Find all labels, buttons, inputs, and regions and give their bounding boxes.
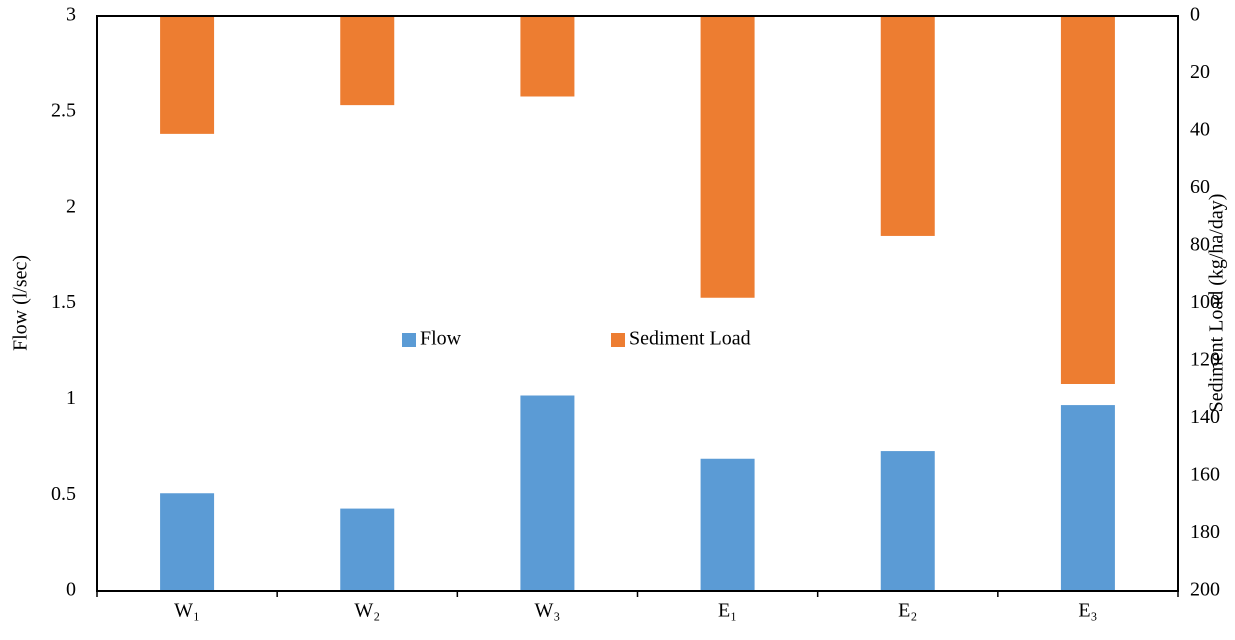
bar: [160, 493, 215, 591]
y-tick-label: 2.5: [51, 99, 76, 121]
bar: [700, 458, 755, 591]
y2-tick-label: 80: [1190, 234, 1210, 256]
x-tick-label: E₂: [898, 600, 917, 622]
y-tick-label: 3: [66, 4, 76, 26]
bar: [1060, 405, 1115, 591]
plot-frame: [96, 15, 1179, 592]
y2-tick-label: 180: [1190, 521, 1220, 543]
bar: [700, 16, 755, 298]
y2-tick-label: 120: [1190, 349, 1220, 371]
x-tick-label: W₁: [174, 600, 200, 622]
legend-swatch: [402, 333, 416, 347]
bar: [520, 395, 575, 591]
y-tick-label: 1: [66, 387, 76, 409]
legend-label: Flow: [420, 328, 462, 350]
y2-tick-label: 140: [1190, 406, 1220, 428]
x-tick-label: W₃: [534, 600, 560, 622]
legend-label: Sediment Load: [629, 328, 751, 350]
bar: [520, 16, 575, 97]
y-tick-label: 2: [66, 195, 76, 217]
y2-tick-label: 200: [1190, 579, 1220, 601]
y2-tick-label: 160: [1190, 464, 1220, 486]
y-axis-title: Flow (l/sec): [10, 255, 32, 351]
bar: [160, 16, 215, 134]
y2-tick-label: 60: [1190, 176, 1210, 198]
y2-axis-title: Sediment Load (kg/ha/day): [1206, 194, 1228, 413]
bar: [880, 451, 935, 591]
y2-tick-label: 0: [1190, 4, 1200, 26]
legend-swatch: [611, 333, 625, 347]
y2-tick-label: 40: [1190, 119, 1210, 141]
bar: [340, 16, 395, 106]
y2-tick-label: 20: [1190, 61, 1210, 83]
x-tick-label: E₁: [718, 600, 737, 622]
x-tick-label: E₃: [1078, 600, 1097, 622]
y-tick-label: 0.5: [51, 483, 76, 505]
bar: [340, 508, 395, 591]
y2-tick-label: 100: [1190, 291, 1220, 313]
y-tick-label: 1.5: [51, 291, 76, 313]
bar: [880, 16, 935, 236]
bar: [1060, 16, 1115, 384]
y-tick-label: 0: [66, 579, 76, 601]
x-tick-label: W₂: [354, 600, 380, 622]
